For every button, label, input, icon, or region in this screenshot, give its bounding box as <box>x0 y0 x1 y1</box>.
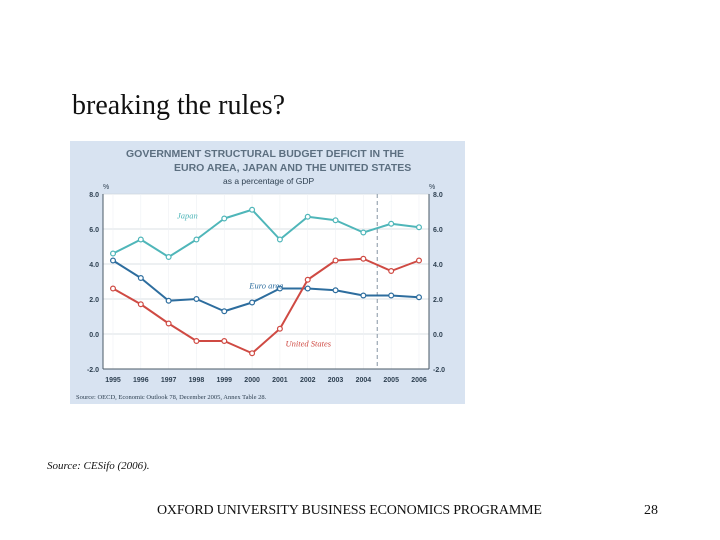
data-point-japan <box>249 206 256 213</box>
y-tick-label-left: 2.0 <box>89 297 99 304</box>
y-tick-label-right: 4.0 <box>433 262 443 269</box>
x-tick-label: 1999 <box>216 377 232 384</box>
data-point-japan <box>416 224 423 231</box>
data-point-united-states <box>109 285 116 292</box>
data-point-japan <box>109 250 116 257</box>
x-tick-label: 2004 <box>356 377 372 384</box>
series-line-japan <box>112 208 420 258</box>
data-point-euro-area <box>249 299 256 306</box>
data-point-euro-area <box>388 292 395 299</box>
source-note: Source: CESifo (2006). <box>47 460 150 472</box>
data-point-euro-area <box>304 285 311 292</box>
series-label-euro-area: Euro area <box>248 281 283 291</box>
budget-deficit-chart: GOVERNMENT STRUCTURAL BUDGET DEFICIT IN … <box>76 148 445 401</box>
y-tick-label-right: 8.0 <box>433 192 443 199</box>
y-tick-label-left: 4.0 <box>89 262 99 269</box>
data-point-japan <box>221 215 228 222</box>
y-axis-unit-right: % <box>429 184 435 191</box>
footer-text: OXFORD UNIVERSITY BUSINESS ECONOMICS PRO… <box>157 503 542 518</box>
data-point-japan <box>388 220 395 227</box>
y-tick-label-left: -2.0 <box>87 367 99 374</box>
series-label-japan: Japan <box>177 211 198 221</box>
data-point-united-states <box>416 257 423 264</box>
data-point-united-states <box>332 257 339 264</box>
data-point-united-states <box>165 320 172 327</box>
y-tick-label-right: 0.0 <box>433 332 443 339</box>
data-point-japan <box>276 236 283 243</box>
chart-subtitle: as a percentage of GDP <box>223 176 315 186</box>
page-number: 28 <box>644 503 658 518</box>
data-point-euro-area <box>276 285 283 292</box>
x-tick-label: 2005 <box>383 377 399 384</box>
x-tick-label: 2002 <box>300 377 316 384</box>
y-tick-label-left: 8.0 <box>89 192 99 199</box>
y-tick-label-right: -2.0 <box>433 367 445 374</box>
x-tick-label: 2000 <box>244 377 260 384</box>
data-point-united-states <box>249 350 256 357</box>
data-point-united-states <box>193 338 200 345</box>
data-point-euro-area <box>193 296 200 303</box>
data-point-united-states <box>276 325 283 332</box>
y-axis-unit-left: % <box>103 184 109 191</box>
chart-source-note: Source: OECD, Economic Outlook 78, Decem… <box>76 394 267 401</box>
x-tick-label: 2001 <box>272 377 288 384</box>
data-point-japan <box>137 236 144 243</box>
data-point-united-states <box>137 301 144 308</box>
data-point-euro-area <box>360 292 367 299</box>
series-line-euro-area <box>112 259 420 313</box>
data-point-euro-area <box>137 275 144 282</box>
series-label-united-states: United States <box>285 338 331 348</box>
x-tick-label: 1997 <box>161 377 177 384</box>
data-point-euro-area <box>165 297 172 304</box>
chart-title-line1: GOVERNMENT STRUCTURAL BUDGET DEFICIT IN … <box>126 148 404 160</box>
data-point-japan <box>165 253 172 260</box>
y-tick-label-right: 6.0 <box>433 227 443 234</box>
data-point-japan <box>193 236 200 243</box>
y-tick-label-left: 0.0 <box>89 332 99 339</box>
x-tick-label: 1995 <box>105 377 121 384</box>
x-tick-label: 1998 <box>189 377 205 384</box>
data-point-united-states <box>304 276 311 283</box>
data-point-united-states <box>360 255 367 262</box>
y-tick-label-right: 2.0 <box>433 297 443 304</box>
data-point-united-states <box>388 267 395 274</box>
y-tick-label-left: 6.0 <box>89 227 99 234</box>
slide-title: breaking the rules? <box>72 90 286 121</box>
data-point-euro-area <box>416 294 423 301</box>
data-point-japan <box>332 217 339 224</box>
x-tick-label: 1996 <box>133 377 149 384</box>
x-tick-label: 2006 <box>411 377 427 384</box>
data-point-japan <box>304 213 311 220</box>
data-point-euro-area <box>109 257 116 264</box>
data-point-euro-area <box>221 308 228 315</box>
x-tick-label: 2003 <box>328 377 344 384</box>
chart-panel: GOVERNMENT STRUCTURAL BUDGET DEFICIT IN … <box>70 141 465 404</box>
data-point-japan <box>360 229 367 236</box>
series-line-united-states <box>112 257 420 355</box>
chart-title-line2: EURO AREA, JAPAN AND THE UNITED STATES <box>174 162 411 174</box>
data-point-united-states <box>221 338 228 345</box>
data-point-euro-area <box>332 287 339 294</box>
